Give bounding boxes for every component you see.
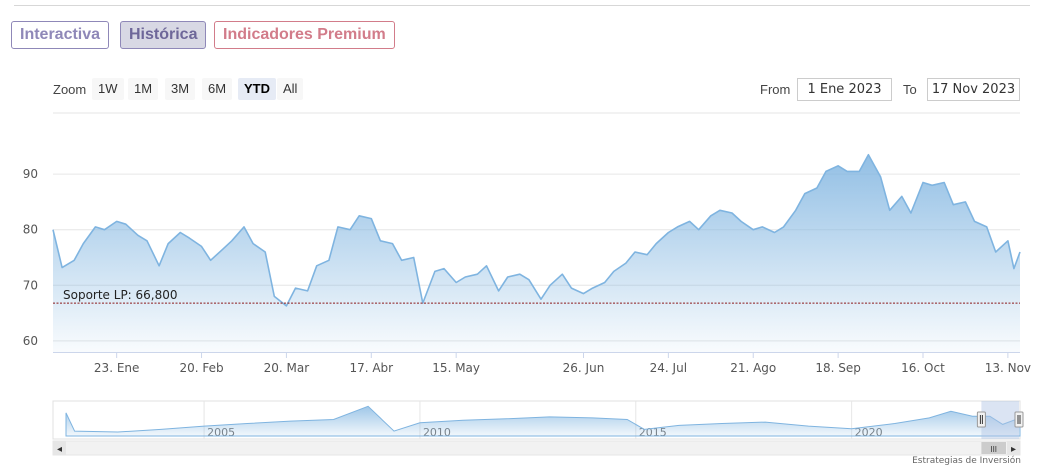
scrollbar-thumb[interactable] — [981, 442, 1006, 454]
handle-body — [1014, 411, 1024, 428]
x-tick-label-2023-04-17: 17. Abr — [349, 361, 393, 375]
to-date-input[interactable]: 17 Nov 2023 — [927, 78, 1020, 101]
y-tick-label-80: 80 — [23, 223, 38, 237]
scroll-right-button[interactable] — [1007, 441, 1020, 455]
scrollbar-track — [52, 440, 1021, 456]
x-tick-label-2023-06-26: 26. Jun — [563, 361, 605, 375]
from-date-input[interactable]: 1 Ene 2023 — [797, 78, 892, 101]
navigator-area — [65, 405, 1021, 437]
x-tick-label-2023-03-20: 20. Mar — [264, 361, 310, 375]
x-tick-label-2023-10-16: 16. Oct — [901, 361, 945, 375]
tab-indicadores-premium[interactable]: Indicadores Premium — [214, 21, 395, 49]
y-tick-label-60: 60 — [23, 334, 38, 348]
tab-historica[interactable]: Histórica — [120, 21, 207, 49]
price-line — [52, 153, 1021, 307]
zoom-6m-button[interactable]: 6M — [202, 78, 233, 100]
watermark-text: Estrategias de Inversión — [912, 456, 1021, 466]
x-tick-label-2023-05-15: 15. May — [432, 361, 480, 375]
zoom-1m-button[interactable]: 1M — [128, 78, 159, 100]
zoom-1w-button[interactable]: 1W — [92, 78, 124, 100]
zoom-ytd-button[interactable]: YTD — [238, 78, 276, 100]
from-label: From — [760, 82, 791, 97]
handle-body — [976, 411, 986, 428]
zoom-all-button[interactable]: All — [277, 78, 304, 100]
scrollbar[interactable]: ◂ ▸ III — [52, 440, 1021, 456]
x-tick-label-2023-01-23: 23. Ene — [94, 361, 139, 375]
price-area — [53, 154, 1020, 352]
chevron-right-icon: ▸ — [1011, 444, 1016, 455]
to-label: To — [903, 82, 917, 97]
top-divider — [14, 5, 1030, 6]
support-label: Soporte LP: 66,800 — [63, 288, 178, 302]
x-tick-label-2023-09-18: 18. Sep — [815, 361, 861, 375]
x-tick-label-2023-07-24: 24. Jul — [650, 361, 687, 375]
navigator-handle-right[interactable] — [1014, 411, 1024, 428]
grip-icon: III — [990, 445, 997, 454]
x-tick-label-2023-08-21: 21. Ago — [730, 361, 776, 375]
navigator[interactable]: 2005201020152020 — [52, 400, 1024, 440]
x-tick-label-2023-02-20: 20. Feb — [179, 361, 223, 375]
y-tick-label-90: 90 — [23, 167, 38, 181]
chevron-left-icon: ◂ — [57, 444, 62, 455]
x-tick-label-2023-11-13: 13. Nov — [985, 361, 1031, 375]
tab-interactiva[interactable]: Interactiva — [11, 21, 110, 49]
scroll-left-button[interactable] — [53, 441, 66, 455]
zoom-3m-button[interactable]: 3M — [165, 78, 196, 100]
navigator-handle-left[interactable] — [976, 411, 986, 428]
y-tick-label-70: 70 — [23, 278, 38, 292]
zoom-label: Zoom — [53, 82, 87, 97]
navigator-selection — [981, 401, 1019, 439]
